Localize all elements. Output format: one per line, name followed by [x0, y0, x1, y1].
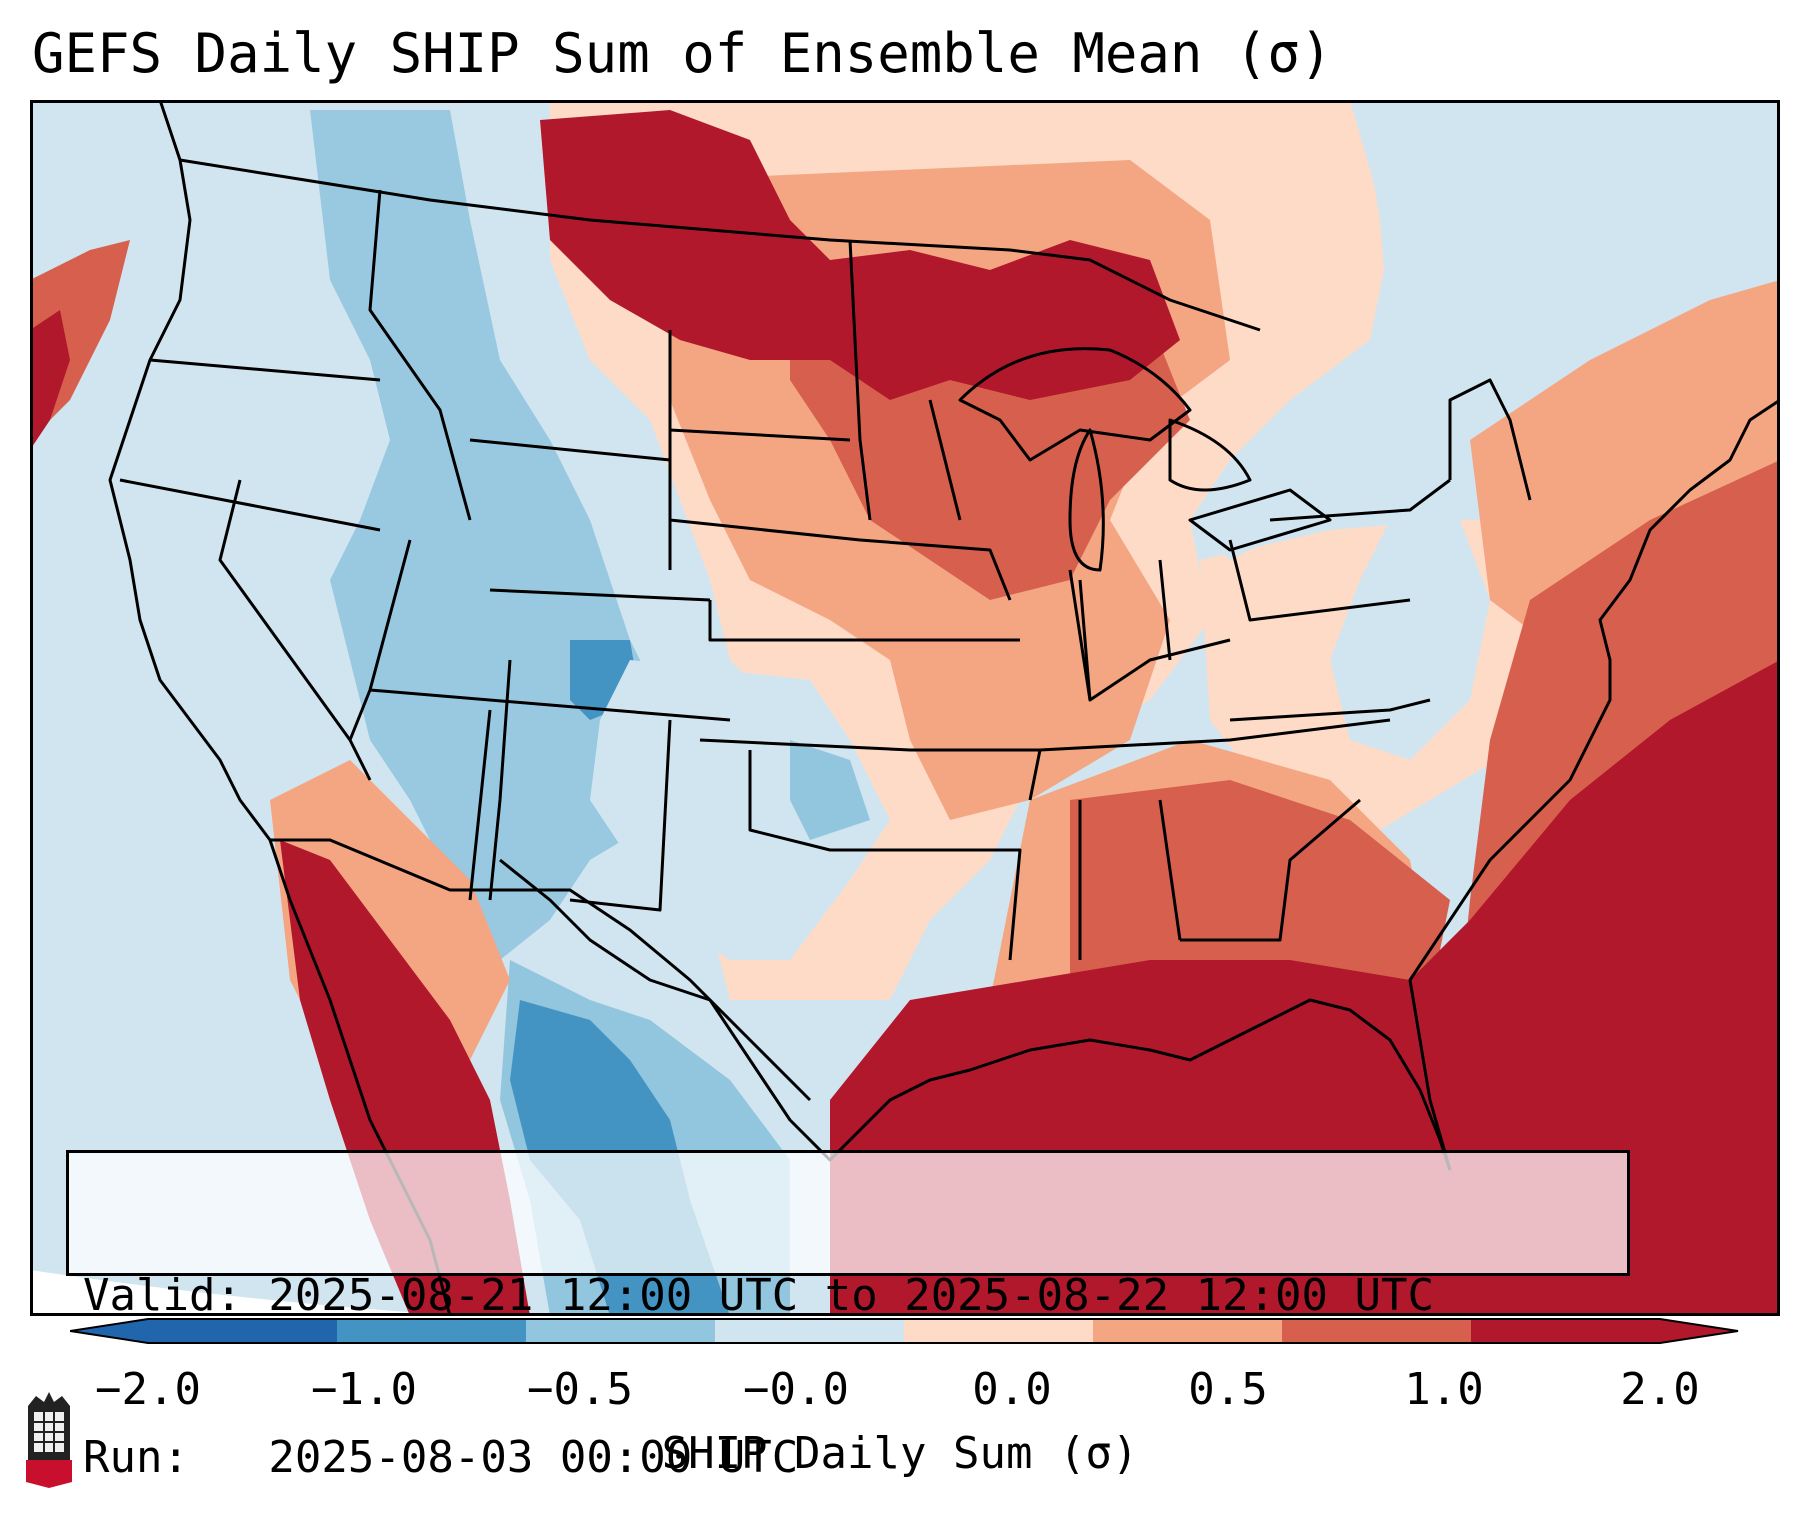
- valid-run-box: Valid: 2025-08-21 12:00 UTC to 2025-08-2…: [66, 1150, 1630, 1483]
- border-mt-wy: [469, 438, 671, 462]
- field-darkred-plains: [540, 110, 1180, 400]
- colorbar-segment: [904, 1319, 1094, 1343]
- colorbar-label: SHIP Daily Sum (σ): [661, 1428, 1139, 1479]
- colorbar-tick-label: 0.5: [1188, 1364, 1268, 1415]
- run-time-line: Run: 2025-08-03 00:00 UTC: [83, 1432, 799, 1483]
- colorbar-extend-low: [70, 1319, 148, 1343]
- niu-logo-shield: [26, 1460, 72, 1488]
- border-new-england: [1448, 378, 1532, 501]
- border-ut-az: [369, 688, 731, 722]
- border-tn-ky: [1039, 718, 1391, 752]
- map-frame: [30, 100, 1780, 1316]
- colorbar-segment: [715, 1319, 905, 1343]
- page-title: GEFS Daily SHIP Sum of Ensemble Mean (σ): [32, 22, 1333, 85]
- map-panel: [30, 100, 1780, 1316]
- field-blue-midatlantic: [1330, 520, 1490, 760]
- colorbar: [70, 1318, 1739, 1344]
- border-ms-al: [1078, 799, 1182, 960]
- border-ny-pa: [1269, 478, 1451, 522]
- border-oh-pa: [1228, 539, 1411, 622]
- border-mn-wi: [848, 239, 962, 521]
- border-il-in: [1068, 559, 1172, 701]
- colorbar-segment: [1282, 1319, 1472, 1343]
- border-ky-oh: [1078, 579, 1231, 702]
- field-darkred-pacific-strip: [30, 310, 70, 450]
- border-ne-ks: [708, 600, 890, 642]
- colorbar-segment: [148, 1319, 338, 1343]
- border-co-nm: [488, 659, 512, 901]
- niu-logo: [26, 1392, 72, 1488]
- colorbar-segment: [1093, 1319, 1283, 1343]
- colorbar-segment: [526, 1319, 716, 1343]
- field-blue-texas: [590, 660, 890, 960]
- colorbar-tick-label: 2.0: [1620, 1364, 1700, 1415]
- border-ca-nv: [218, 479, 372, 781]
- field-blue-mid-west: [310, 110, 690, 960]
- valid-time-line: Valid: 2025-08-21 12:00 UTC to 2025-08-2…: [83, 1270, 1435, 1321]
- coastline-gulf: [499, 858, 1452, 1171]
- colorbar-segment: [1471, 1319, 1661, 1343]
- boundaries: [108, 100, 1780, 1316]
- border-ok-tx: [748, 750, 910, 852]
- border-ar-la: [910, 848, 1022, 961]
- great-lakes: [958, 347, 1332, 572]
- coastline-atlantic: [1408, 398, 1780, 1171]
- anomaly-field: [30, 100, 1780, 1316]
- border-or-ca: [119, 478, 381, 532]
- colorbar-outline: [70, 1318, 1739, 1344]
- border-wy-co: [489, 588, 711, 602]
- border-us-canada: [179, 158, 1261, 332]
- border-id-mt: [368, 189, 472, 521]
- border-ga-fl: [1180, 798, 1361, 942]
- colorbar-tick-label: −0.5: [527, 1364, 633, 1415]
- border-us-mexico: [270, 838, 812, 1102]
- border-ks-ok: [699, 738, 911, 752]
- colorbar-tick-label: −0.0: [743, 1364, 849, 1415]
- border-va-nc: [1229, 698, 1431, 722]
- border-ia-mo: [859, 538, 1020, 642]
- border-wa-or: [149, 358, 381, 382]
- field-blue-texas-mid: [790, 740, 870, 840]
- coastline-pacific: [108, 100, 452, 1316]
- colorbar-tick-label: −2.0: [95, 1364, 201, 1415]
- colorbar-tick-label: 1.0: [1404, 1364, 1484, 1415]
- border-dakotas: [668, 330, 861, 570]
- map-canvas: [30, 100, 1780, 1316]
- colorbar-segment: [337, 1319, 527, 1343]
- colorbar-tick-label: −1.0: [311, 1364, 417, 1415]
- field-blue-northeast: [1190, 100, 1590, 560]
- colorbar-extend-high: [1660, 1319, 1738, 1343]
- colorbar-tick-label: 0.0: [972, 1364, 1052, 1415]
- border-nm-tx: [569, 719, 672, 912]
- border-az-nm: [468, 709, 492, 901]
